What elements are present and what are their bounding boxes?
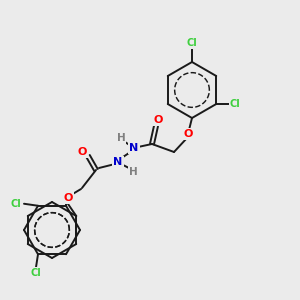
Text: Cl: Cl [11,199,21,209]
Text: H: H [129,167,137,177]
Text: N: N [129,143,139,153]
Text: O: O [63,193,73,203]
Text: O: O [153,115,163,125]
Text: O: O [77,147,87,157]
Text: H: H [117,133,125,143]
Text: Cl: Cl [187,38,197,48]
Text: N: N [113,157,123,167]
Text: O: O [183,129,193,139]
Text: Cl: Cl [31,268,41,278]
Text: Cl: Cl [230,99,241,109]
